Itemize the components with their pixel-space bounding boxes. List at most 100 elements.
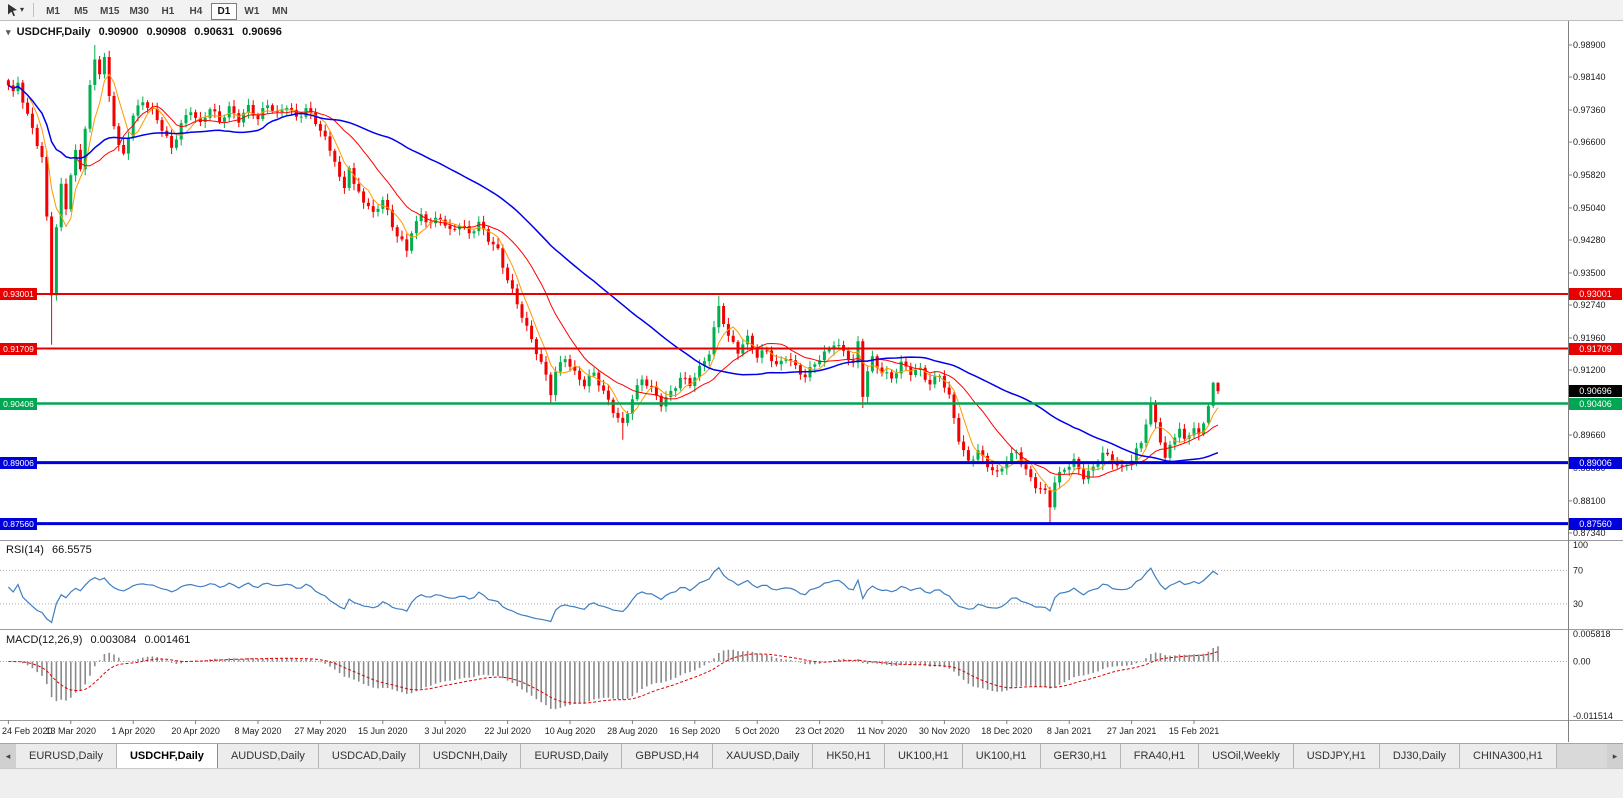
chart-tab-XAUUSD-Daily[interactable]: XAUUSD,Daily <box>712 744 814 768</box>
price-axis-label: 0.88100 <box>1573 496 1606 506</box>
price-tag-right-0.91709: 0.91709 <box>1569 342 1622 355</box>
status-bar <box>0 768 1623 798</box>
chart-tab-USOil-Weekly[interactable]: USOil,Weekly <box>1199 744 1294 768</box>
macd-indicator-label: MACD(12,26,9) 0.003084 0.001461 <box>6 634 190 646</box>
timeframe-button-group: M1 M5 M15 M30 H1 H4 D1 W1 MN <box>39 1 294 20</box>
macd-signal-value: 0.001461 <box>144 634 191 646</box>
price-tag-right-0.87560: 0.87560 <box>1569 517 1622 530</box>
chart-tab-EURUSD-Daily[interactable]: EURUSD,Daily <box>521 744 623 768</box>
collapse-icon[interactable]: ▾ <box>6 27 11 37</box>
price-tag-right-0.89006: 0.89006 <box>1569 456 1622 469</box>
price-tag-right-0.90696: 0.90696 <box>1569 385 1622 398</box>
time-axis-label: 5 Oct 2020 <box>735 726 779 736</box>
time-axis-label: 8 May 2020 <box>234 726 281 736</box>
chart-tab-DJ30-Daily[interactable]: DJ30,Daily <box>1379 744 1461 768</box>
rsi-axis-label: 70 <box>1573 565 1583 575</box>
rsi-indicator-label: RSI(14) 66.5575 <box>6 544 92 556</box>
scroll-tabs-left-button[interactable]: ◂ <box>0 744 16 768</box>
chart-tab-AUDUSD-Daily[interactable]: AUDUSD,Daily <box>217 744 319 768</box>
time-axis-label: 15 Feb 2021 <box>1169 726 1220 736</box>
timeframe-button-M15[interactable]: M15 <box>96 3 123 20</box>
chart-tab-UK100-H1[interactable]: UK100,H1 <box>884 744 963 768</box>
macd-main-value: 0.003084 <box>90 634 137 646</box>
chart-tab-USDCNH-Daily[interactable]: USDCNH,Daily <box>419 744 522 768</box>
rsi-name: RSI(14) <box>6 544 44 556</box>
time-axis-label: 27 May 2020 <box>294 726 346 736</box>
time-axis-label: 1 Apr 2020 <box>111 726 155 736</box>
top-toolbar: ▾ M1 M5 M15 M30 H1 H4 D1 W1 MN <box>0 0 1623 21</box>
chart-title: ▾ USDCHF,Daily 0.90900 0.90908 0.90631 0… <box>6 26 282 38</box>
rsi-axis-label: 30 <box>1573 599 1583 609</box>
rsi-line <box>7 566 1219 624</box>
time-axis-label: 16 Sep 2020 <box>669 726 720 736</box>
price-axis-label: 0.91200 <box>1573 365 1606 375</box>
low-value: 0.90631 <box>194 26 235 38</box>
macd-axis-label: -0.011514 <box>1573 711 1613 721</box>
price-tag-left-0.87560: 0.87560 <box>0 517 37 530</box>
macd-axis-label: 0.005818 <box>1573 629 1611 639</box>
macd-histogram <box>12 646 1219 710</box>
close-value: 0.90696 <box>242 26 282 38</box>
chart-tab-USDJPY-H1[interactable]: USDJPY,H1 <box>1293 744 1380 768</box>
time-axis-label: 24 Feb 2020 <box>2 726 53 736</box>
price-tag-right-0.93001: 0.93001 <box>1569 288 1622 300</box>
price-axis-label: 0.93500 <box>1573 268 1606 278</box>
price-axis-label: 0.89660 <box>1573 430 1606 440</box>
time-axis-label: 28 Aug 2020 <box>607 726 658 736</box>
macd-signal-line <box>8 651 1219 704</box>
timeframe-button-MN[interactable]: MN <box>267 3 293 20</box>
chart-tab-USDCAD-Daily[interactable]: USDCAD,Daily <box>318 744 420 768</box>
timeframe-button-W1[interactable]: W1 <box>239 3 265 20</box>
time-axis-label: 18 Dec 2020 <box>981 726 1032 736</box>
rsi-axis-label: 100 <box>1573 540 1588 550</box>
chart-tab-FRA40-H1[interactable]: FRA40,H1 <box>1120 744 1200 768</box>
chart-tab-USDCHF-Daily[interactable]: USDCHF,Daily <box>116 744 218 768</box>
timeframe-button-D1[interactable]: D1 <box>210 2 237 20</box>
price-axis-label: 0.91960 <box>1573 333 1606 343</box>
time-axis-label: 15 Jun 2020 <box>358 726 408 736</box>
chart-tab-EURUSD-Daily[interactable]: EURUSD,Daily <box>16 744 117 768</box>
time-axis-label: 27 Jan 2021 <box>1107 726 1157 736</box>
chart-tab-UK100-H1[interactable]: UK100,H1 <box>962 744 1041 768</box>
price-axis-label: 0.95040 <box>1573 203 1606 213</box>
timeframe-button-H4[interactable]: H4 <box>183 3 209 20</box>
price-axis-label: 0.98140 <box>1573 72 1606 82</box>
time-axis-label: 10 Aug 2020 <box>545 726 596 736</box>
moving-average-15 <box>8 84 1219 478</box>
macd-name: MACD(12,26,9) <box>6 634 83 646</box>
chart-tab-GER30-H1[interactable]: GER30,H1 <box>1040 744 1121 768</box>
candle-bodies-up <box>16 57 1215 508</box>
time-axis-label: 13 Mar 2020 <box>46 726 97 736</box>
chart-tab-HK50-H1[interactable]: HK50,H1 <box>813 744 885 768</box>
time-axis-label: 20 Apr 2020 <box>171 726 220 736</box>
timeframe-button-H1[interactable]: H1 <box>155 3 181 20</box>
chart-area[interactable]: 0.98900 0.98140 0.97360 0.96600 0.95820 0.950… <box>0 21 1623 743</box>
chart-tab-CHINA300-H1[interactable]: CHINA300,H1 <box>1460 744 1557 768</box>
price-axis-label: 0.97360 <box>1573 105 1606 115</box>
chart-tab-bar: ◂ EURUSD,Daily USDCHF,Daily AUDUSD,Daily US… <box>0 743 1623 768</box>
price-tag-left-0.93001: 0.93001 <box>0 288 37 300</box>
rsi-value: 66.5575 <box>51 544 92 556</box>
timeframe-button-M5[interactable]: M5 <box>68 3 94 20</box>
high-value: 0.90908 <box>146 26 187 38</box>
time-axis-label: 22 Jul 2020 <box>484 726 531 736</box>
pointer-icon <box>8 4 17 17</box>
candle-wicks-down <box>7 50 1219 524</box>
timeframe-button-M1[interactable]: M1 <box>40 3 66 20</box>
price-axis-label: 0.87340 <box>1573 528 1606 538</box>
open-value: 0.90900 <box>98 26 139 38</box>
time-axis-label: 3 Jul 2020 <box>424 726 466 736</box>
price-axis-label: 0.98900 <box>1573 40 1606 50</box>
time-axis-label: 8 Jan 2021 <box>1047 726 1092 736</box>
scroll-tabs-right-button[interactable]: ▸ <box>1607 744 1623 768</box>
symbol-period-label: USDCHF,Daily <box>16 26 91 38</box>
price-axis-label: 0.95820 <box>1573 170 1606 180</box>
cursor-tool-button[interactable]: ▾ <box>2 1 28 19</box>
chart-canvas[interactable]: 0.98900 0.98140 0.97360 0.96600 0.95820 0.950… <box>0 21 1623 743</box>
time-axis-label: 23 Oct 2020 <box>795 726 844 736</box>
timeframe-button-M30[interactable]: M30 <box>125 3 152 20</box>
price-axis-label: 0.92740 <box>1573 300 1606 310</box>
toolbar-separator <box>33 3 35 17</box>
chart-tab-GBPUSD-H4[interactable]: GBPUSD,H4 <box>622 744 713 768</box>
